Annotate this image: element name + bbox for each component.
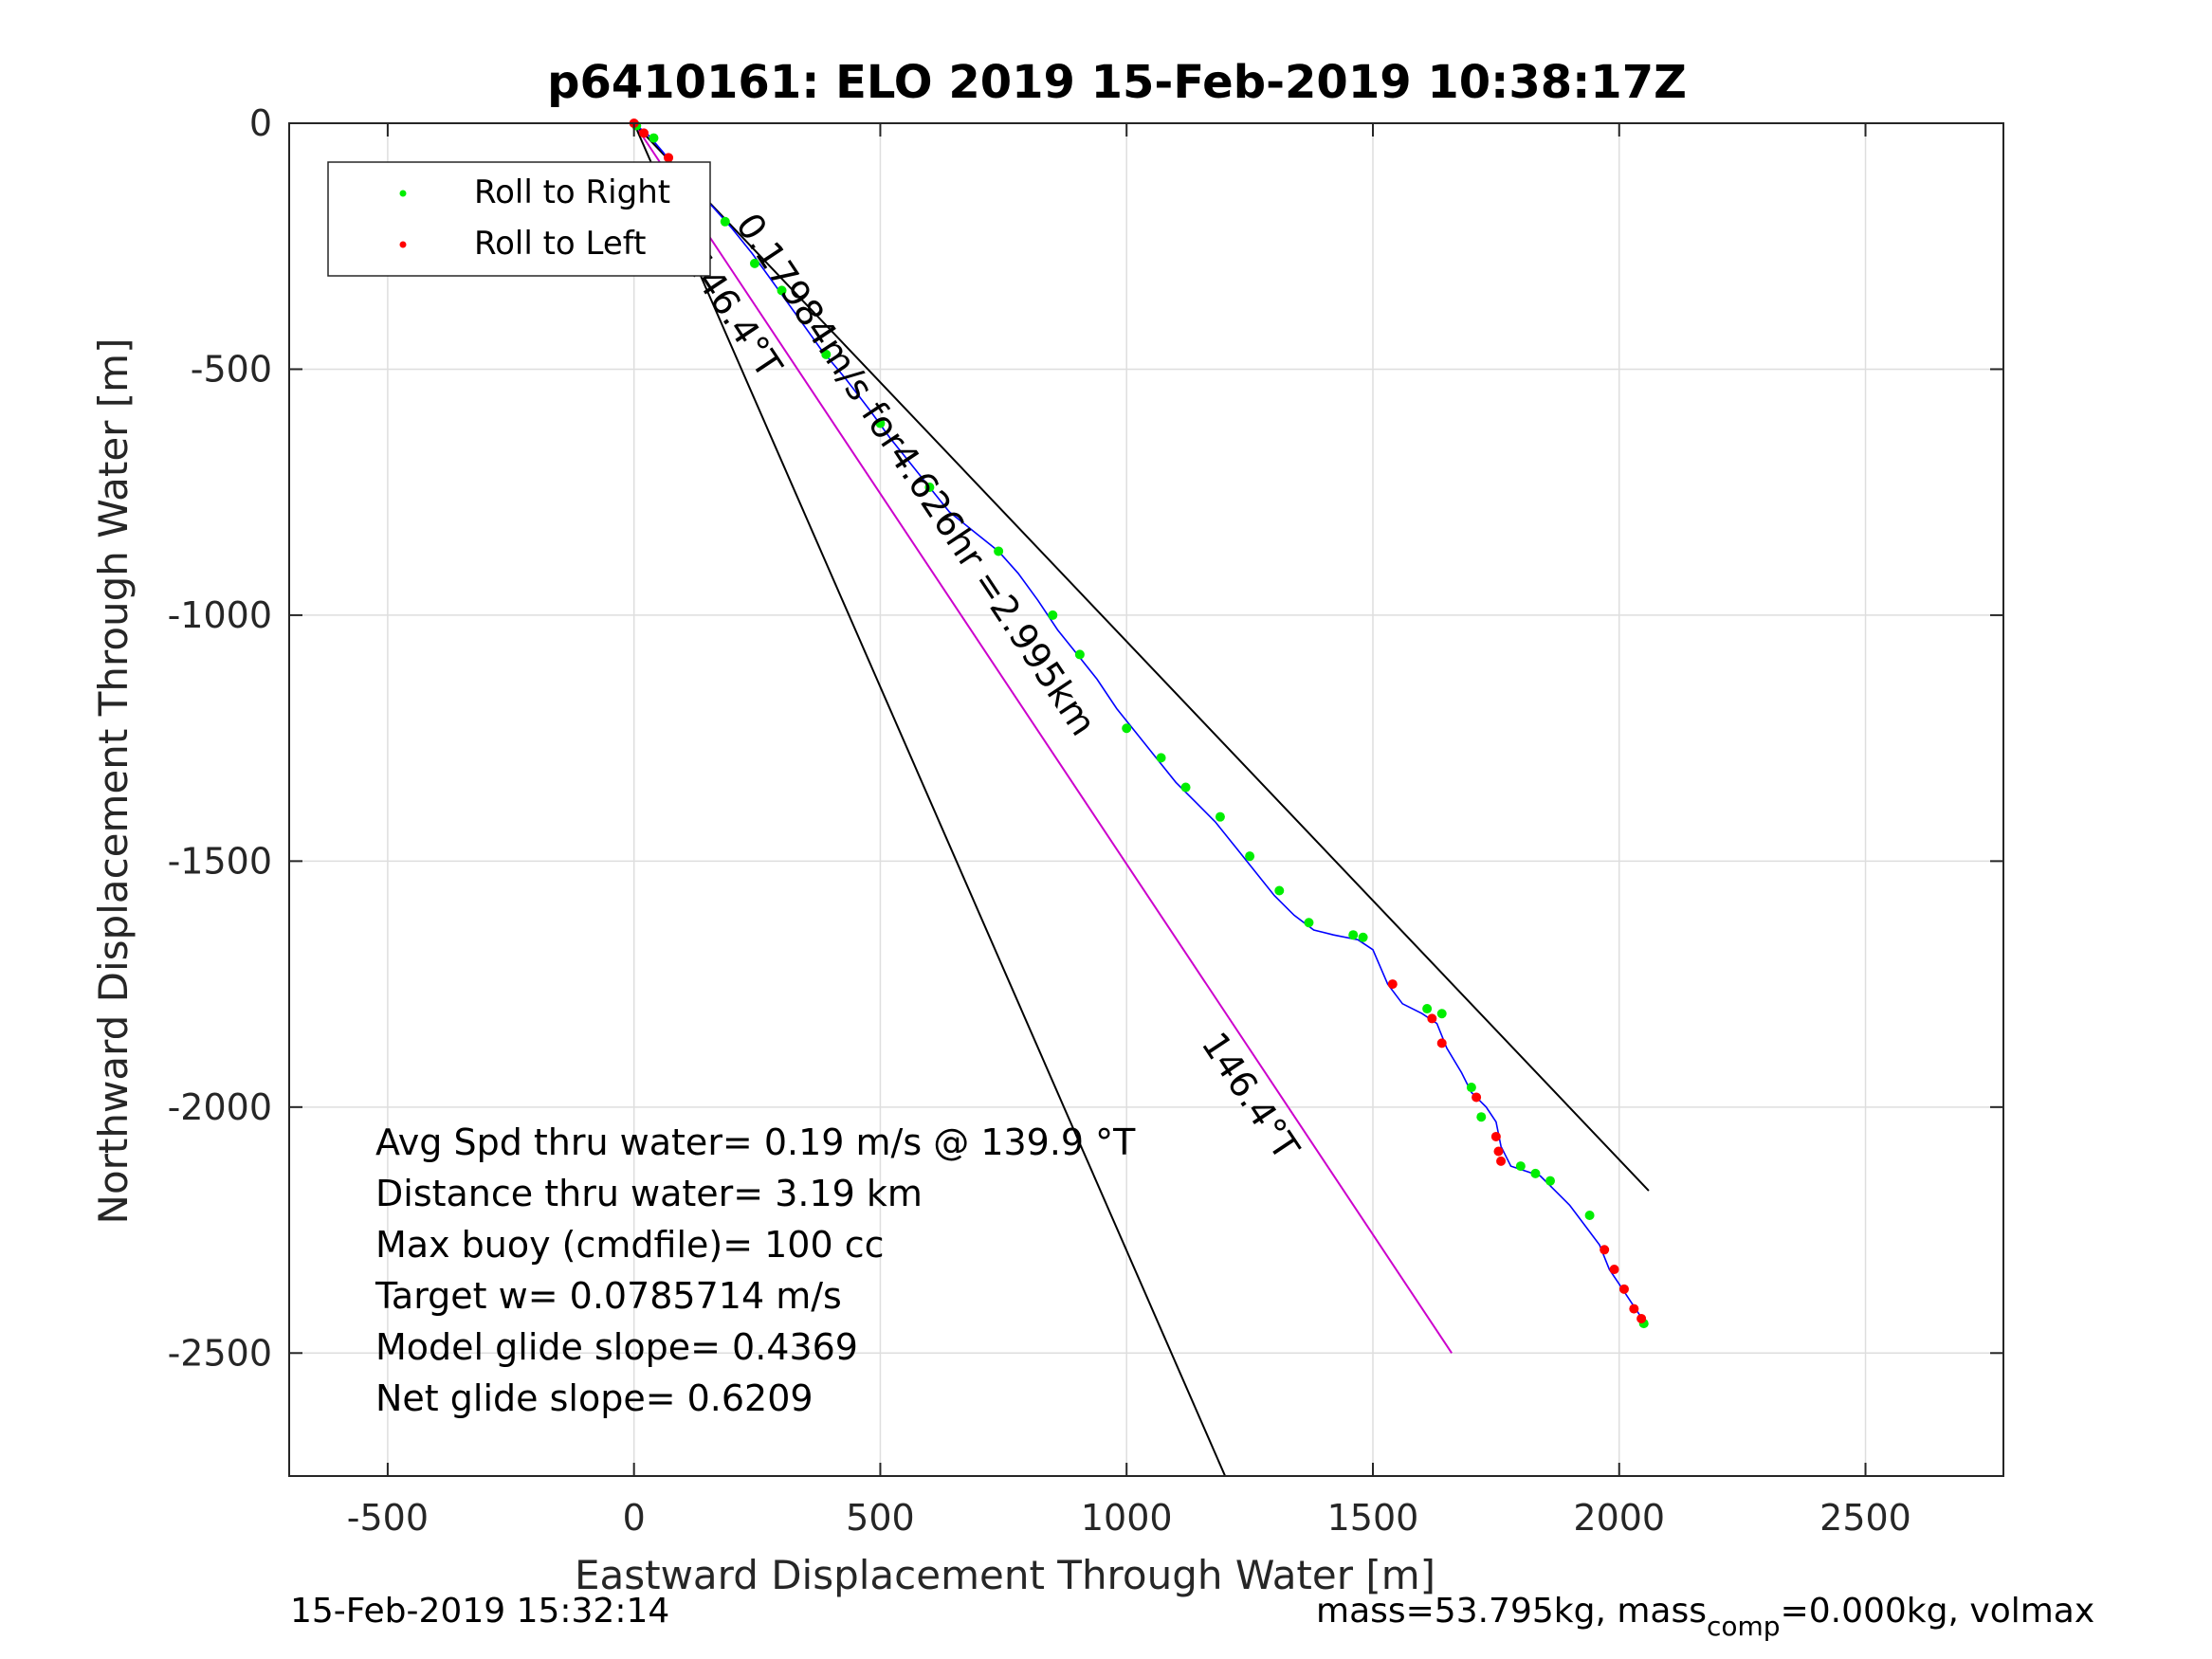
roll-right-point [1436, 1009, 1447, 1019]
cone-right-edge [632, 122, 1650, 1192]
axes-frame [288, 122, 2004, 1477]
x-tick-label: 2500 [1819, 1497, 1911, 1539]
roll-right-point [1180, 782, 1191, 793]
y-tick-label: -2500 [168, 1332, 272, 1374]
roll-right-point [1476, 1112, 1487, 1122]
x-tick-labels: -500 0 500 1000 1500 2000 2500 [347, 1497, 1911, 1539]
roll-left-point [1609, 1265, 1619, 1275]
roll-right-point [1074, 649, 1085, 660]
roll-right-point [1358, 932, 1368, 942]
x-axis-label: Eastward Displacement Through Water [m] [575, 1552, 1435, 1598]
roll-left-point [1387, 979, 1398, 990]
roll-right-point [1304, 918, 1314, 928]
stat-target-w: Target w= 0.0785714 m/s [375, 1275, 842, 1317]
roll-right-point [1545, 1176, 1556, 1186]
roll-left-point [1472, 1092, 1482, 1103]
x-tick-label: 1500 [1327, 1497, 1419, 1539]
roll-right-point [749, 258, 759, 268]
roll-right-point [777, 285, 787, 296]
roll-left-point [1490, 1131, 1501, 1141]
roll-left-point [1427, 1013, 1437, 1024]
legend-roll-left-label: Roll to Left [474, 225, 647, 263]
roll-left-point [1618, 1284, 1629, 1294]
x-tick-label: 500 [846, 1497, 915, 1539]
tick-marks [289, 122, 2003, 1476]
legend-roll-right-marker [399, 190, 407, 197]
stats-block: Avg Spd thru water= 0.19 m/s @ 139.9 °T … [375, 1121, 1136, 1419]
roll-right-point [1422, 1004, 1433, 1014]
cone-left-edge [632, 122, 1227, 1477]
track-line [633, 122, 1647, 1324]
roll-right-point [1584, 1210, 1595, 1220]
roll-right-point [1156, 753, 1166, 763]
stat-model-glide-slope: Model glide slope= 0.4369 [375, 1326, 858, 1368]
roll-right-point [1348, 930, 1359, 940]
legend-box [327, 161, 711, 277]
y-tick-label: 0 [249, 102, 272, 144]
roll-left-point [664, 153, 674, 163]
roll-right-point [821, 349, 832, 359]
y-tick-labels: 0 -500 -1000 -1500 -2000 -2500 [168, 102, 272, 1374]
roll-right-point [1466, 1083, 1476, 1093]
roll-left-point [1496, 1156, 1507, 1166]
roll-right-point [1530, 1168, 1541, 1178]
legend-roll-right-label: Roll to Right [474, 173, 670, 211]
stat-max-buoy: Max buoy (cmdfile)= 100 cc [375, 1224, 885, 1266]
roll-right-point [1215, 811, 1225, 822]
x-tick-label: 0 [623, 1497, 646, 1539]
mean-heading-line [632, 122, 1453, 1354]
roll-left-point [639, 128, 649, 138]
x-tick-label: 1000 [1081, 1497, 1173, 1539]
roll-right-point [720, 216, 730, 227]
y-tick-label: -2000 [168, 1086, 272, 1128]
roll-right-point [649, 133, 659, 143]
chart-title: p6410161: ELO 2019 15-Feb-2019 10:38:17Z [547, 56, 1687, 109]
roll-right-point [1515, 1161, 1526, 1172]
legend-roll-left-marker [399, 241, 407, 248]
y-tick-label: -500 [191, 348, 272, 390]
roll-right-point [994, 546, 1004, 556]
y-axis-label: Northward Displacement Through Water [m] [90, 338, 137, 1225]
roll-left-point [1436, 1038, 1447, 1048]
x-tick-label: -500 [347, 1497, 429, 1539]
roll-left-point [1629, 1304, 1639, 1314]
roll-left-point [1600, 1245, 1610, 1255]
roll-right-point [1122, 723, 1132, 734]
roll-right-point [1048, 610, 1058, 620]
stat-net-glide-slope: Net glide slope= 0.6209 [375, 1377, 814, 1419]
track-group [633, 122, 1647, 1324]
footer-mass-subscript: comp [1707, 1611, 1781, 1642]
roll-left-point [1493, 1146, 1504, 1157]
roll-right-point [1274, 885, 1285, 896]
footer-mass-prefix: mass=53.795kg, mass [1316, 1592, 1707, 1631]
roll-left-point [1636, 1313, 1647, 1323]
roll-right-point [924, 482, 935, 492]
roll-right-point [875, 418, 886, 428]
axes-background [289, 123, 2003, 1476]
x-tick-label: 2000 [1573, 1497, 1665, 1539]
footer-timestamp: 15-Feb-2019 15:32:14 [290, 1592, 669, 1631]
legend: Roll to Right Roll to Left [327, 161, 711, 277]
y-tick-label: -1000 [168, 594, 272, 636]
y-tick-label: -1500 [168, 840, 272, 882]
stat-distance: Distance thru water= 3.19 km [375, 1173, 923, 1214]
stat-avg-speed: Avg Spd thru water= 0.19 m/s @ 139.9 °T [375, 1121, 1136, 1163]
footer-mass-suffix: =0.000kg, volmax [1781, 1592, 2095, 1631]
reference-lines [632, 122, 1650, 1477]
footer-mass-info: mass=53.795kg, masscomp=0.000kg, volmax [1316, 1592, 2094, 1642]
roll-right-point [1245, 851, 1255, 862]
